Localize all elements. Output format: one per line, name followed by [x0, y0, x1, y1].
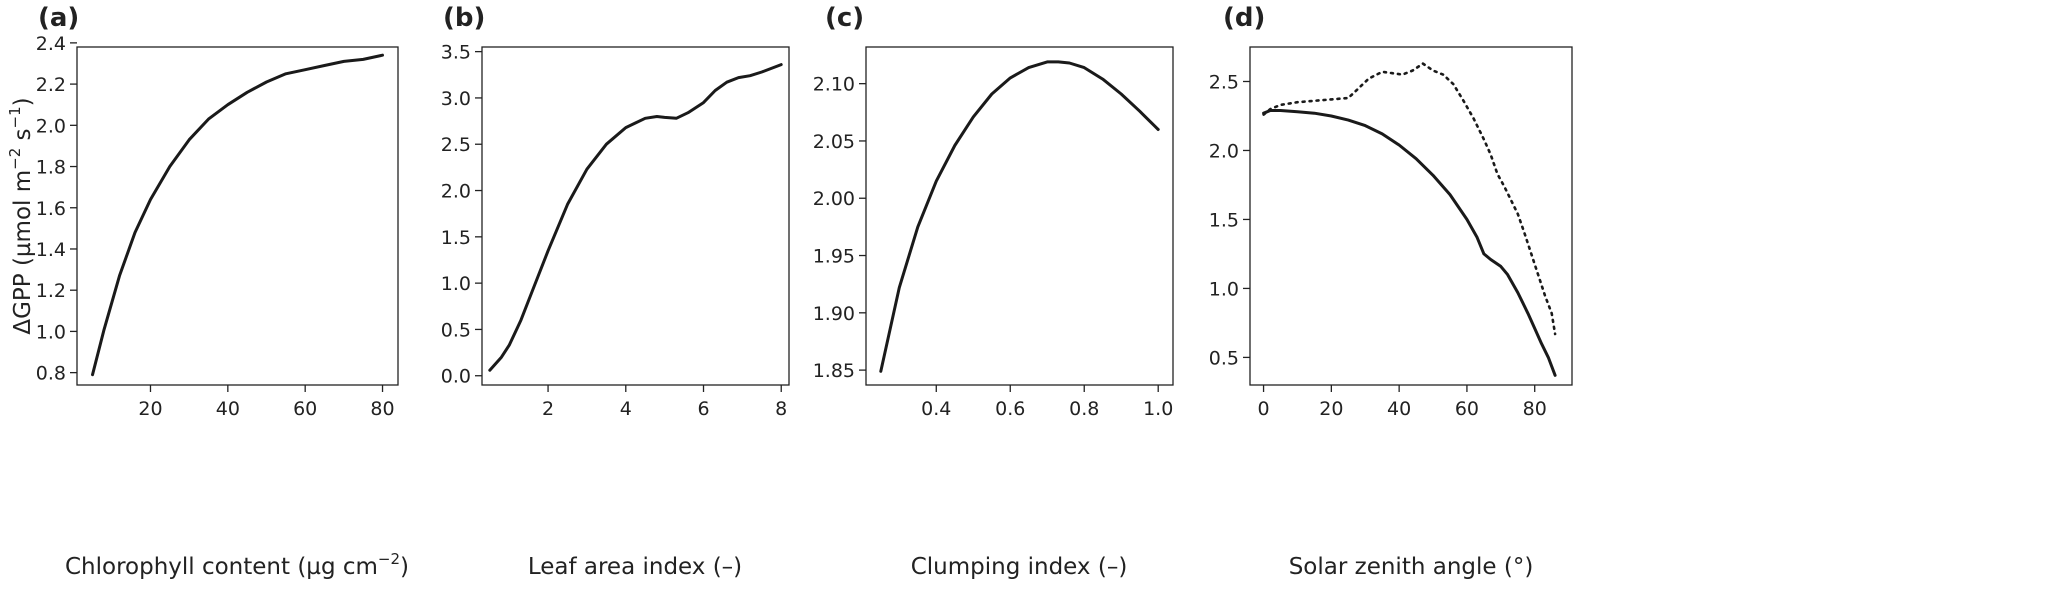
panel-b-label: (b): [443, 3, 485, 33]
panel-d-series-line-solid: [1262, 109, 1557, 377]
panel-b-y-tick-label-5: 2.5: [441, 134, 471, 156]
panel-a-x-tick-label-1: 40: [216, 398, 240, 420]
panel-c-x-tick-label-1: 0.6: [995, 398, 1025, 420]
panel-a-y-tick-label-2: 1.2: [36, 280, 66, 302]
panel-b-plot-frame: [481, 46, 790, 386]
panel-c-y-tick-label-0: 1.85: [813, 360, 855, 382]
panel-d-series: [1262, 62, 1557, 377]
panel-b-y-tick-label-3: 1.5: [441, 227, 471, 249]
panel-c-ticks: 0.4 0.6 0.8 1.0 1.85 1.90 1.95 2.00 2.05 2.10: [813, 74, 1174, 420]
panel-d-series-line-dotted: [1262, 62, 1557, 336]
panel-a-y-tick-label-0: 0.8: [36, 363, 66, 385]
panel-b-ticks: 2 4 6 8 0.0 0.5 1.0 1.5 2.0 2.5 3.0 3.5: [441, 42, 787, 420]
ylabel-superscript-2: −1: [6, 106, 24, 128]
panel-b-x-tick-label-2: 6: [697, 398, 709, 420]
panel-c-y-tick-label-2: 1.95: [813, 246, 855, 268]
panel-a-y-tick-label-5: 1.8: [36, 157, 66, 179]
panel-a-y-tick-label-4: 1.6: [36, 198, 66, 220]
panel-b-x-tick-label-1: 4: [620, 398, 632, 420]
panel-d-ticks: 0 20 40 60 80 0.5 1.0 1.5 2.0 2.5: [1209, 71, 1547, 420]
panel-b-y-tick-label-2: 1.0: [441, 273, 471, 295]
panel-a-y-tick-label-8: 2.4: [36, 33, 66, 55]
panel-c-x-axis-label: Clumping index (–): [911, 554, 1128, 580]
panel-a-y-axis-label: ΔGPP (µmol m−2 s−1): [6, 97, 36, 334]
panel-d: (d) 0 20 40 60 80 0.5 1.0 1.5 2.0 2.5 Solar zenit…: [1209, 3, 1573, 580]
panel-b-y-tick-label-4: 2.0: [441, 181, 471, 203]
panel-d-label: (d): [1223, 3, 1265, 33]
panel-a-y-tick-label-6: 2.0: [36, 115, 66, 137]
panel-d-x-axis-label: Solar zenith angle (°): [1289, 554, 1534, 580]
panel-b-y-tick-label-7: 3.5: [441, 42, 471, 64]
panel-a-series-line-solid: [91, 53, 384, 377]
panel-c-series-line-solid: [879, 60, 1160, 373]
panel-c-x-tick-label-3: 1.0: [1143, 398, 1173, 420]
panel-b-y-tick-label-6: 3.0: [441, 88, 471, 110]
panel-d-x-tick-label-0: 0: [1258, 398, 1270, 420]
panel-d-x-tick-label-3: 60: [1455, 398, 1479, 420]
panel-a-series: [91, 53, 384, 377]
ylabel-superscript-1: −2: [6, 148, 24, 170]
panel-d-x-tick-label-1: 20: [1319, 398, 1343, 420]
panel-d-y-tick-label-4: 2.5: [1209, 71, 1239, 93]
panel-a-y-tick-label-7: 2.2: [36, 74, 66, 96]
panel-a-label: (a): [38, 3, 79, 33]
panel-b: (b) 2 4 6 8 0.0 0.5 1.0 1.5 2.0 2.5 3.0 3.5 Leaf ar…: [441, 3, 790, 580]
panel-d-y-tick-label-1: 1.0: [1209, 278, 1239, 300]
panel-a-ticks: 20 40 60 80 0.8 1.0 1.2 1.4 1.6 1.8 2.0 2.2 2.4: [36, 33, 395, 420]
panel-d-x-tick-label-4: 80: [1523, 398, 1547, 420]
panel-c-y-tick-label-4: 2.05: [813, 131, 855, 153]
panel-d-y-tick-label-2: 1.5: [1209, 209, 1239, 231]
panel-d-x-tick-label-2: 40: [1387, 398, 1411, 420]
ylabel-mid: s: [10, 128, 36, 147]
panel-b-y-tick-label-0: 0.0: [441, 366, 471, 388]
panel-c-plot-frame: [865, 46, 1174, 386]
panel-a-x-tick-label-0: 20: [138, 398, 162, 420]
panel-c-y-tick-label-1: 1.90: [813, 303, 855, 325]
panel-b-series-line-solid: [488, 63, 783, 372]
panel-a-x-tick-label-3: 80: [370, 398, 394, 420]
panel-a-x-tick-label-2: 60: [293, 398, 317, 420]
panel-c-x-tick-label-2: 0.8: [1069, 398, 1099, 420]
panel-a: (a) 20 40 60 800.81.01.21.41.61.82.02.22.4 …: [6, 3, 409, 580]
panel-c-series: [879, 60, 1160, 373]
ylabel-text: ΔGPP (µmol m: [10, 170, 36, 335]
panel-c-y-tick-label-5: 2.10: [813, 74, 855, 96]
panel-b-y-tick-label-1: 0.5: [441, 319, 471, 341]
panel-a-y-tick-label-1: 1.0: [36, 321, 66, 343]
panel-a-xlabel-superscript: −2: [378, 550, 400, 568]
panel-a-plot-frame: [76, 46, 399, 386]
panel-a-x-axis-label: Chlorophyll content (µg cm−2): [65, 550, 409, 580]
panel-b-x-tick-label-3: 8: [775, 398, 787, 420]
ylabel-close: ): [10, 97, 36, 106]
panel-c-x-tick-label-0: 0.4: [921, 398, 951, 420]
panel-b-series: [488, 63, 783, 372]
panel-c-y-tick-label-3: 2.00: [813, 188, 855, 210]
panel-a-y-tick-label-3: 1.4: [36, 239, 66, 261]
panel-d-y-tick-label-3: 2.0: [1209, 140, 1239, 162]
panel-a-xlabel-close: ): [400, 554, 409, 580]
panel-a-xlabel-text: Chlorophyll content (µg cm: [65, 554, 378, 580]
panel-d-y-tick-label-0: 0.5: [1209, 347, 1239, 369]
panel-b-x-axis-label: Leaf area index (–): [528, 554, 742, 580]
panel-c: (c) 0.4 0.6 0.8 1.0 1.85 1.90 1.95 2.00 2.05 2.10…: [813, 3, 1174, 580]
panel-c-label: (c): [825, 3, 864, 33]
panel-b-x-tick-label-0: 2: [542, 398, 554, 420]
panel-d-plot-frame: [1249, 46, 1573, 386]
